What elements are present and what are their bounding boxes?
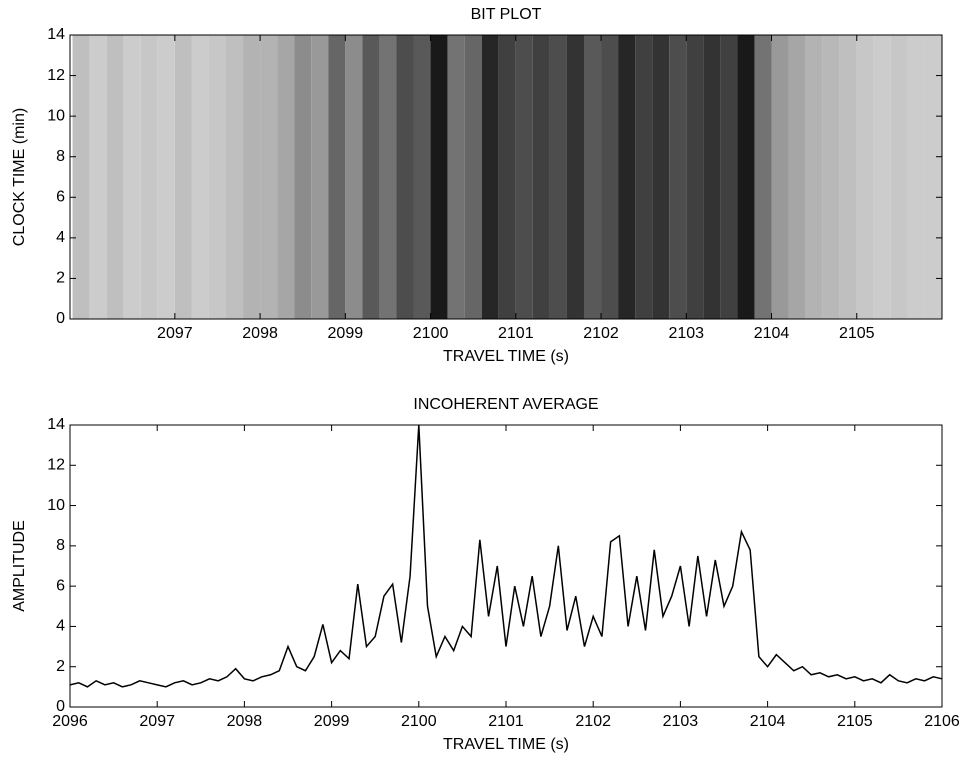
chart-title: INCOHERENT AVERAGE bbox=[413, 396, 598, 413]
heat-stripe bbox=[243, 35, 261, 319]
heat-stripe bbox=[686, 35, 704, 319]
heat-stripe bbox=[737, 35, 755, 319]
y-tick-label: 10 bbox=[47, 497, 65, 514]
heat-stripe bbox=[464, 35, 482, 319]
heat-stripe bbox=[72, 35, 90, 319]
heat-stripe bbox=[396, 35, 414, 319]
y-tick-label: 2 bbox=[56, 658, 65, 675]
x-tick-label: 2096 bbox=[52, 713, 88, 730]
heat-stripe bbox=[618, 35, 636, 319]
heat-stripe bbox=[89, 35, 107, 319]
y-tick-label: 0 bbox=[56, 698, 65, 715]
x-tick-label: 2097 bbox=[157, 325, 193, 342]
y-tick-label: 2 bbox=[56, 270, 65, 287]
heat-stripe bbox=[430, 35, 448, 319]
x-tick-label: 2105 bbox=[839, 325, 875, 342]
heat-stripe bbox=[174, 35, 192, 319]
x-axis-label: TRAVEL TIME (s) bbox=[443, 348, 569, 365]
plot-frame bbox=[69, 424, 943, 708]
heat-stripe bbox=[788, 35, 806, 319]
x-tick-label: 2099 bbox=[328, 325, 364, 342]
x-tick-label: 2102 bbox=[575, 713, 611, 730]
heat-stripe bbox=[106, 35, 124, 319]
heat-stripe bbox=[362, 35, 380, 319]
x-tick-label: 2098 bbox=[242, 325, 278, 342]
line-series bbox=[69, 424, 943, 688]
plot-frame bbox=[69, 34, 943, 320]
heat-stripe bbox=[669, 35, 687, 319]
heat-stripe bbox=[345, 35, 363, 319]
y-tick-label: 10 bbox=[47, 107, 65, 124]
y-tick-label: 4 bbox=[56, 618, 65, 635]
y-tick-label: 14 bbox=[47, 416, 65, 433]
y-axis-label: AMPLITUDE bbox=[11, 520, 28, 612]
heat-stripe bbox=[294, 35, 312, 319]
x-tick-label: 2099 bbox=[314, 713, 350, 730]
y-tick-label: 6 bbox=[56, 189, 65, 206]
x-tick-label: 2100 bbox=[413, 325, 449, 342]
heat-stripe bbox=[822, 35, 840, 319]
heat-stripe bbox=[311, 35, 329, 319]
x-tick-label: 2104 bbox=[754, 325, 790, 342]
x-tick-label: 2103 bbox=[668, 325, 704, 342]
y-axis-label: CLOCK TIME (min) bbox=[11, 108, 28, 246]
heat-stripe bbox=[481, 35, 499, 319]
y-tick-label: 14 bbox=[47, 26, 65, 43]
heat-stripe bbox=[720, 35, 738, 319]
x-tick-label: 2098 bbox=[227, 713, 263, 730]
heat-stripe bbox=[924, 35, 942, 319]
heat-stripe bbox=[703, 35, 721, 319]
x-tick-label: 2104 bbox=[750, 713, 786, 730]
heat-stripe bbox=[447, 35, 465, 319]
y-tick-label: 12 bbox=[47, 67, 65, 84]
heat-stripe bbox=[549, 35, 567, 319]
x-tick-label: 2106 bbox=[924, 713, 960, 730]
heat-stripe bbox=[498, 35, 516, 319]
y-tick-label: 0 bbox=[56, 310, 65, 327]
heat-stripe bbox=[277, 35, 295, 319]
heat-stripe bbox=[652, 35, 670, 319]
x-tick-label: 2105 bbox=[837, 713, 873, 730]
heat-stripe bbox=[583, 35, 602, 319]
heat-stripe bbox=[532, 35, 550, 319]
heat-stripe bbox=[140, 35, 158, 319]
y-tick-label: 12 bbox=[47, 457, 65, 474]
heat-stripe bbox=[754, 35, 772, 319]
x-tick-label: 2101 bbox=[488, 713, 524, 730]
heat-stripe bbox=[191, 35, 209, 319]
heat-stripe bbox=[413, 35, 431, 319]
heat-stripe bbox=[805, 35, 823, 319]
heat-stripe bbox=[873, 35, 891, 319]
heat-stripe bbox=[856, 35, 874, 319]
heat-stripe bbox=[379, 35, 397, 319]
heat-stripe bbox=[328, 35, 346, 319]
heat-stripe bbox=[566, 35, 584, 319]
heat-stripe bbox=[260, 35, 278, 319]
heat-stripe bbox=[225, 35, 244, 319]
chart-title: BIT PLOT bbox=[471, 6, 542, 23]
heat-stripe bbox=[907, 35, 925, 319]
heat-stripe bbox=[839, 35, 857, 319]
x-tick-label: 2101 bbox=[498, 325, 534, 342]
heat-stripe bbox=[208, 35, 226, 319]
heat-stripe bbox=[635, 35, 653, 319]
x-tick-label: 2102 bbox=[583, 325, 619, 342]
heat-stripe bbox=[601, 35, 619, 319]
y-tick-label: 8 bbox=[56, 148, 65, 165]
x-tick-label: 2100 bbox=[401, 713, 437, 730]
x-tick-label: 2103 bbox=[663, 713, 699, 730]
heat-stripe bbox=[515, 35, 533, 319]
x-axis-label: TRAVEL TIME (s) bbox=[443, 736, 569, 753]
y-tick-label: 4 bbox=[56, 229, 65, 246]
y-tick-label: 8 bbox=[56, 537, 65, 554]
heat-stripe bbox=[890, 35, 908, 319]
heat-stripe bbox=[157, 35, 175, 319]
heat-stripe bbox=[771, 35, 789, 319]
heat-stripe bbox=[123, 35, 141, 319]
y-tick-label: 6 bbox=[56, 577, 65, 594]
x-tick-label: 2097 bbox=[139, 713, 175, 730]
